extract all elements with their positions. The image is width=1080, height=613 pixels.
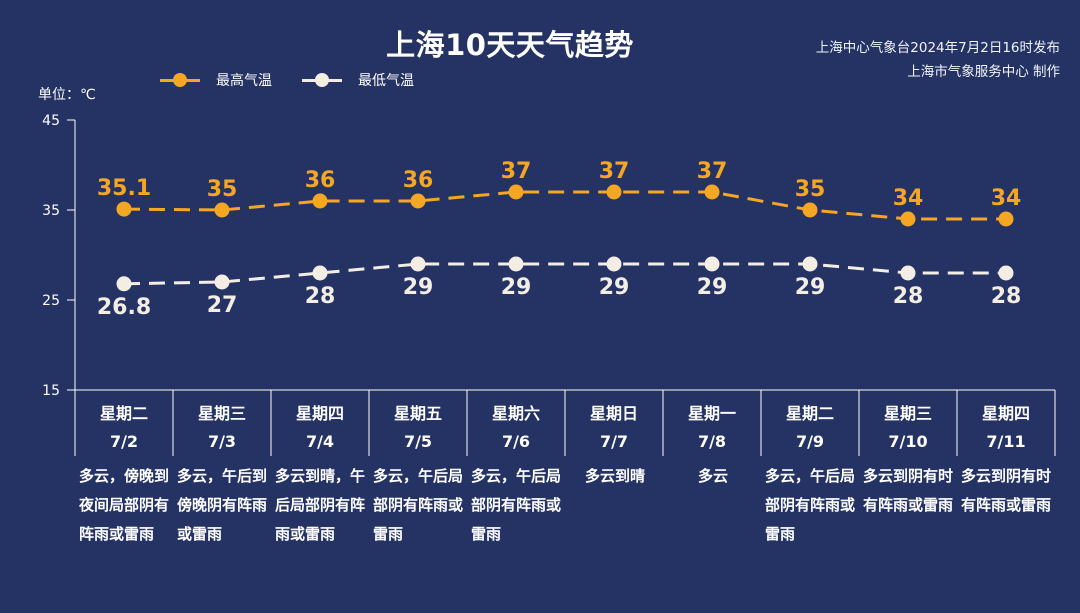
high-temp-point — [214, 202, 230, 218]
date-label: 7/4 — [305, 432, 335, 451]
weekday-label: 星期日 — [589, 404, 638, 423]
unit-label: 单位：℃ — [38, 87, 96, 103]
legend-high-label: 最高气温 — [216, 73, 272, 89]
weekday-label: 星期四 — [295, 404, 344, 423]
y-tick-label: 45 — [42, 113, 60, 129]
weather-description: 多云，午后局部阴有阵雨或雷雨 — [765, 467, 856, 543]
low-temp-label: 28 — [305, 284, 336, 309]
day-header: 星期二 7/9 — [761, 390, 859, 456]
low-temp-label: 29 — [599, 275, 630, 300]
low-temp-point — [214, 274, 230, 290]
date-label: 7/2 — [109, 432, 139, 451]
high-temp-point — [508, 184, 524, 200]
low-temp-label: 27 — [207, 293, 238, 318]
low-temp-line — [123, 262, 1006, 286]
weather-description: 多云，午后局部阴有阵雨或雷雨 — [471, 467, 562, 543]
issuer-info: 上海中心气象台2024年7月2日16时发布 上海市气象服务中心 制作 — [816, 36, 1060, 84]
date-label: 7/6 — [501, 432, 531, 451]
day-header: 星期五 7/5 — [369, 390, 467, 456]
high-temp-label: 37 — [697, 159, 728, 184]
low-temp-point — [998, 265, 1014, 281]
y-tick-label: 35 — [42, 203, 60, 219]
low-temp-label: 29 — [697, 275, 728, 300]
high-temp-label: 36 — [403, 168, 434, 193]
weekday-label: 星期二 — [99, 404, 148, 423]
weekday-label: 星期五 — [393, 404, 442, 423]
high-temp-point — [312, 193, 328, 209]
weekday-label: 星期六 — [491, 404, 540, 423]
high-temp-label: 35 — [207, 177, 238, 202]
legend-item-high[interactable]: 最高气温 — [160, 70, 272, 90]
weekday-label: 星期四 — [981, 404, 1030, 423]
date-label: 7/9 — [795, 432, 825, 451]
day-header: 星期二 7/2 — [75, 390, 173, 456]
day-header: 星期六 7/6 — [467, 390, 565, 456]
legend-high-marker-icon — [160, 73, 200, 87]
date-label: 7/3 — [207, 432, 237, 451]
weather-description: 多云到晴，午后局部阴有阵雨或雷雨 — [275, 467, 366, 543]
high-temp-label: 34 — [893, 186, 924, 211]
low-temp-point — [116, 276, 132, 292]
weather-description: 多云，午后到傍晚阴有阵雨或雷雨 — [177, 467, 268, 543]
issuer-line-1: 上海中心气象台2024年7月2日16时发布 — [815, 40, 1060, 56]
low-temp-label: 28 — [893, 284, 924, 309]
date-label: 7/8 — [697, 432, 727, 451]
weather-description: 多云到阴有时有阵雨或雷雨 — [961, 467, 1052, 514]
y-tick-label: 25 — [42, 293, 60, 309]
low-temp-point — [410, 256, 426, 272]
low-temp-point — [900, 265, 916, 281]
low-temp-point — [312, 265, 328, 281]
weather-description: 多云到阴有时有阵雨或雷雨 — [863, 467, 954, 514]
issuer-line-2: 上海市气象服务中心 制作 — [907, 64, 1060, 80]
high-temp-label: 34 — [991, 186, 1022, 211]
low-temp-label: 26.8 — [97, 295, 151, 320]
low-temp-point — [508, 256, 524, 272]
high-temp-point — [704, 184, 720, 200]
low-temp-label: 29 — [403, 275, 434, 300]
chart-title: 上海10天天气趋势 — [386, 28, 634, 62]
low-temp-label: 28 — [991, 284, 1022, 309]
high-temp-line — [123, 190, 1006, 221]
y-tick-label: 15 — [42, 383, 60, 399]
weekday-label: 星期二 — [785, 404, 834, 423]
day-header: 星期一 7/8 — [663, 390, 761, 456]
high-temp-point — [606, 184, 622, 200]
low-temp-point — [704, 256, 720, 272]
high-temp-point — [116, 201, 132, 217]
high-temp-label: 37 — [599, 159, 630, 184]
legend: 最高气温 最低气温 — [160, 70, 444, 90]
high-temp-label: 35.1 — [97, 176, 151, 201]
high-temp-label: 35 — [795, 177, 826, 202]
day-header: 星期三 7/3 — [173, 390, 271, 456]
legend-low-marker-icon — [302, 73, 342, 87]
low-temp-label: 29 — [795, 275, 826, 300]
day-header: 星期四 7/11 — [957, 390, 1055, 456]
weekday-label: 星期一 — [687, 404, 736, 423]
day-header: 星期日 7/7 — [565, 390, 663, 456]
low-temp-label: 29 — [501, 275, 532, 300]
date-label: 7/7 — [599, 432, 629, 451]
high-temp-label: 36 — [305, 168, 336, 193]
day-header: 星期四 7/4 — [271, 390, 369, 456]
weather-description: 多云到晴 — [584, 467, 645, 485]
high-temp-point — [900, 211, 916, 227]
weekday-label: 星期三 — [883, 404, 932, 423]
weather-description: 多云 — [697, 467, 728, 485]
weekday-label: 星期三 — [197, 404, 246, 423]
low-temp-point — [802, 256, 818, 272]
date-label: 7/11 — [986, 432, 1026, 451]
weather-description: 多云，午后局部阴有阵雨或雷雨 — [373, 467, 464, 543]
high-temp-label: 37 — [501, 159, 532, 184]
legend-low-label: 最低气温 — [358, 73, 414, 89]
low-temp-point — [606, 256, 622, 272]
high-temp-point — [802, 202, 818, 218]
legend-item-low[interactable]: 最低气温 — [302, 70, 414, 90]
day-header: 星期三 7/10 — [859, 390, 957, 456]
date-label: 7/5 — [403, 432, 433, 451]
high-temp-point — [410, 193, 426, 209]
high-temp-point — [998, 211, 1014, 227]
weather-description: 多云，傍晚到夜间局部阴有阵雨或雷雨 — [79, 467, 170, 543]
date-label: 7/10 — [888, 432, 928, 451]
